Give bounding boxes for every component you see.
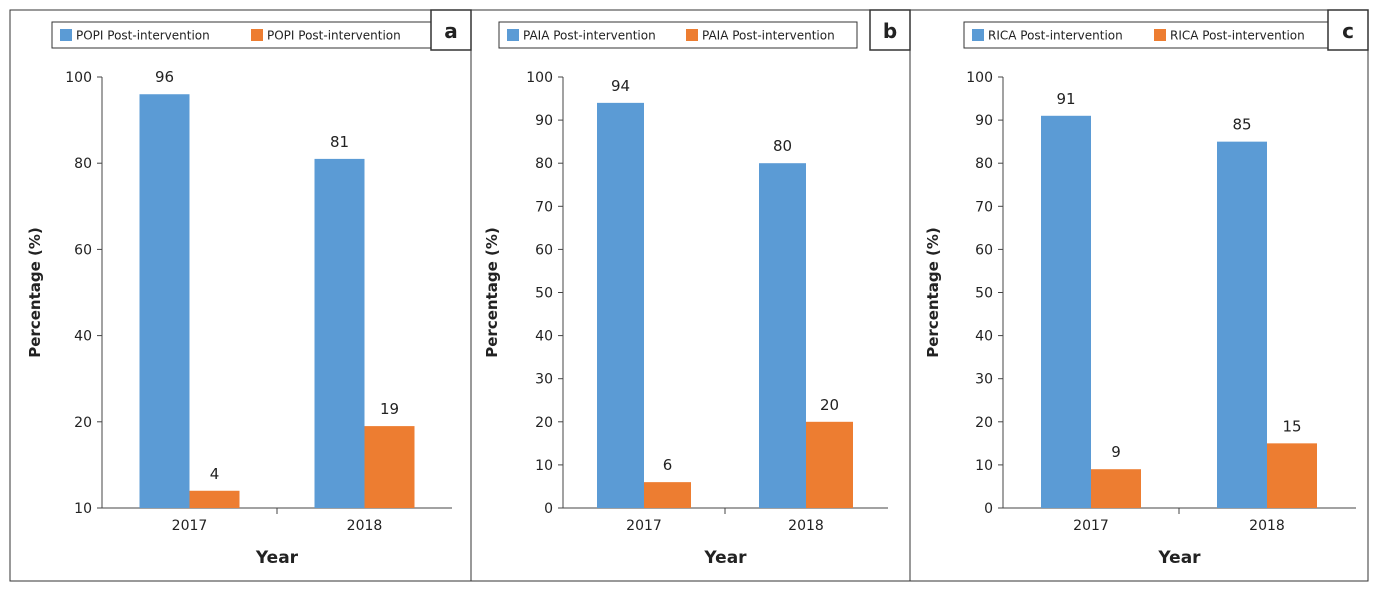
chart-0-xlabel: Year bbox=[255, 548, 299, 568]
chart-1-ytick-label-4: 60 bbox=[535, 242, 553, 258]
chart-1-legend-label-0: PAIA Post-intervention bbox=[523, 29, 656, 43]
chart-2-ytick-label-1: 90 bbox=[975, 113, 993, 129]
chart-2-ytick-label-8: 20 bbox=[975, 415, 993, 431]
chart-1-ytick-label-8: 20 bbox=[535, 415, 553, 431]
chart-2-ytick-label-2: 80 bbox=[975, 156, 993, 172]
chart-0-ytick-label-3: 40 bbox=[74, 329, 92, 345]
chart-1-ytick-label-2: 80 bbox=[535, 156, 553, 172]
chart-0-ytick-label-4: 20 bbox=[74, 415, 92, 431]
chart-0-ytick-label-0: 100 bbox=[65, 70, 92, 86]
chart-2-ytick-label-7: 30 bbox=[975, 372, 993, 388]
chart-1-legend-swatch-1 bbox=[686, 29, 698, 41]
chart-2-ytick-label-5: 50 bbox=[975, 286, 993, 302]
chart-0-ytick-label-2: 60 bbox=[74, 242, 92, 258]
chart-2-ytick-label-6: 40 bbox=[975, 329, 993, 345]
chart-1-ylabel: Percentage (%) bbox=[483, 227, 501, 357]
chart-2-panel-letter-box bbox=[1327, 9, 1369, 51]
chart-2-legend-label-1: RICA Post-intervention bbox=[1170, 29, 1305, 43]
chart-1-data-label-s1-c0: 6 bbox=[663, 456, 673, 474]
chart-0-legend-box bbox=[51, 21, 435, 49]
chart-2-legend-box bbox=[963, 21, 1329, 49]
chart-2-data-label-s0-c0: 91 bbox=[1056, 90, 1075, 108]
chart-1-legend-swatch-0 bbox=[507, 29, 519, 41]
chart-2-ytick-label-3: 70 bbox=[975, 199, 993, 215]
chart-0-bar-s0-c1 bbox=[314, 158, 365, 508]
chart-0-bar-s1-c0 bbox=[189, 490, 240, 508]
chart-2-legend-swatch-0 bbox=[972, 29, 984, 41]
chart-2-bar-s0-c1 bbox=[1217, 141, 1267, 508]
chart-0-data-label-s1-c0: 4 bbox=[210, 465, 220, 483]
chart-1-legend-box bbox=[498, 21, 858, 49]
chart-1-xtick-label-0: 2017 bbox=[626, 518, 662, 534]
chart-0-ylabel: Percentage (%) bbox=[26, 227, 44, 357]
chart-1-ytick-label-3: 70 bbox=[535, 199, 553, 215]
chart-2-bar-s1-c0 bbox=[1091, 469, 1141, 508]
chart-2-bar-s1-c1 bbox=[1267, 443, 1317, 508]
chart-1-bar-s0-c1 bbox=[759, 163, 806, 508]
chart-2-legend-label-0: RICA Post-intervention bbox=[988, 29, 1123, 43]
chart-2-legend-swatch-1 bbox=[1154, 29, 1166, 41]
chart-1-legend-label-1: PAIA Post-intervention bbox=[702, 29, 835, 43]
chart-0-legend-label-0: POPI Post-intervention bbox=[76, 29, 210, 43]
chart-1-ytick-label-6: 40 bbox=[535, 329, 553, 345]
chart-2-ytick-label-0: 100 bbox=[966, 70, 993, 86]
chart-2-data-label-s0-c1: 85 bbox=[1232, 116, 1251, 134]
chart-0-data-label-s0-c0: 96 bbox=[155, 68, 174, 86]
chart-2-ytick-label-4: 60 bbox=[975, 242, 993, 258]
chart-2-panel-letter: c bbox=[1342, 19, 1354, 43]
chart-0-xtick-label-1: 2018 bbox=[347, 518, 383, 534]
chart-0-data-label-s0-c1: 81 bbox=[330, 133, 349, 151]
chart-2-ylabel: Percentage (%) bbox=[924, 227, 942, 357]
chart-1-ytick-label-5: 50 bbox=[535, 286, 553, 302]
chart-0-legend-swatch-1 bbox=[251, 29, 263, 41]
chart-2-xlabel: Year bbox=[1157, 548, 1201, 568]
chart-1-bar-s1-c0 bbox=[644, 482, 691, 508]
chart-0-ytick-label-5: 10 bbox=[74, 501, 92, 517]
chart-0-xtick-label-0: 2017 bbox=[172, 518, 208, 534]
chart-1-data-label-s0-c0: 94 bbox=[611, 77, 630, 95]
chart-0-panel-letter: a bbox=[444, 19, 458, 43]
chart-0-bar-s0-c0 bbox=[139, 94, 190, 509]
chart-1-ytick-label-7: 30 bbox=[535, 372, 553, 388]
chart-0-panel-letter-box bbox=[430, 9, 472, 51]
chart-2-xtick-label-1: 2018 bbox=[1249, 518, 1285, 534]
chart-0-legend-label-1: POPI Post-intervention bbox=[267, 29, 401, 43]
chart-2-panel-frame bbox=[909, 9, 1369, 582]
chart-1-xlabel: Year bbox=[703, 548, 747, 568]
chart-2-xtick-label-0: 2017 bbox=[1073, 518, 1109, 534]
chart-0-bar-s1-c1 bbox=[364, 426, 415, 508]
chart-0-ytick-label-1: 80 bbox=[74, 156, 92, 172]
chart-2-ytick-label-9: 10 bbox=[975, 458, 993, 474]
chart-2-data-label-s1-c0: 9 bbox=[1111, 443, 1121, 461]
chart-1-ytick-label-9: 10 bbox=[535, 458, 553, 474]
chart-0-data-label-s1-c1: 19 bbox=[380, 400, 399, 418]
chart-0-legend-swatch-0 bbox=[60, 29, 72, 41]
chart-1-data-label-s0-c1: 80 bbox=[773, 137, 792, 155]
chart-1-bar-s1-c1 bbox=[806, 421, 853, 508]
chart-2-bar-s0-c0 bbox=[1041, 115, 1091, 508]
chart-1-data-label-s1-c1: 20 bbox=[820, 396, 839, 414]
chart-1-bar-s0-c0 bbox=[597, 102, 644, 509]
chart-2-data-label-s1-c1: 15 bbox=[1282, 417, 1301, 435]
chart-2-ytick-label-10: 0 bbox=[984, 501, 993, 517]
chart-1-ytick-label-1: 90 bbox=[535, 113, 553, 129]
chart-1-xtick-label-1: 2018 bbox=[788, 518, 824, 534]
chart-1-ytick-label-10: 0 bbox=[544, 501, 553, 517]
chart-1-panel-letter-box bbox=[869, 9, 911, 51]
chart-1-ytick-label-0: 100 bbox=[526, 70, 553, 86]
chart-1-panel-letter: b bbox=[883, 19, 897, 43]
